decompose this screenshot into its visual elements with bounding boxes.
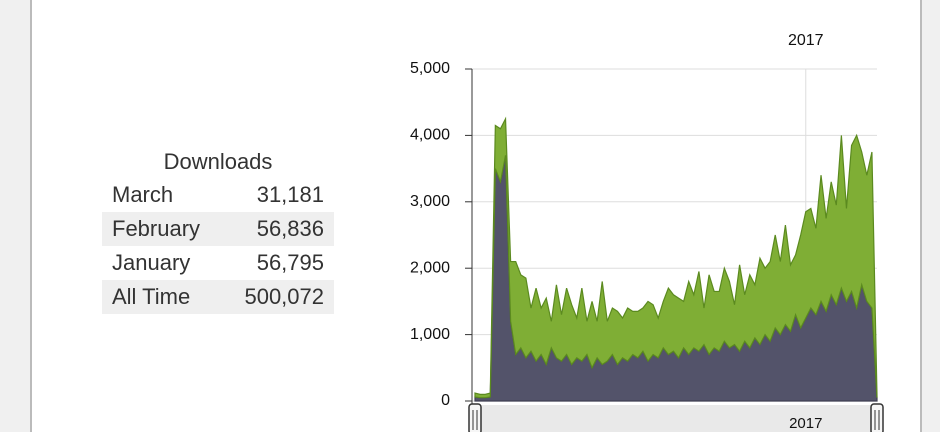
navigator — [475, 405, 877, 432]
y-tick-label: 2,000 — [410, 259, 450, 276]
period-label: All Time — [112, 284, 191, 309]
download-count: 500,072 — [244, 284, 324, 309]
period-label: January — [112, 250, 191, 275]
downloads-table: Downloads March 31,181 February 56,836 Janua… — [102, 146, 334, 314]
period-label: March — [112, 182, 174, 207]
table-row: January 56,795 — [102, 246, 334, 280]
table-row: March 31,181 — [102, 178, 334, 212]
period-label: February — [112, 216, 201, 241]
y-tick-label: 5,000 — [410, 60, 450, 77]
table-row: February 56,836 — [102, 212, 334, 246]
navigator-handle[interactable] — [468, 403, 482, 432]
navigator-label: 2017 — [789, 415, 822, 432]
y-tick-label: 0 — [441, 392, 450, 409]
area — [474, 116, 878, 399]
y-tick-label: 3,000 — [410, 193, 450, 210]
download-count: 56,836 — [256, 216, 324, 241]
table-row: All Time 500,072 — [102, 280, 334, 314]
x-tick-label: 2017 — [788, 32, 824, 49]
table-title: Downloads — [163, 149, 273, 174]
download-count: 56,795 — [256, 250, 324, 275]
y-tick-label: 1,000 — [410, 326, 450, 343]
download-count: 31,181 — [256, 182, 324, 207]
y-tick-label: 4,000 — [410, 127, 450, 144]
navigator-handle[interactable] — [870, 403, 884, 432]
